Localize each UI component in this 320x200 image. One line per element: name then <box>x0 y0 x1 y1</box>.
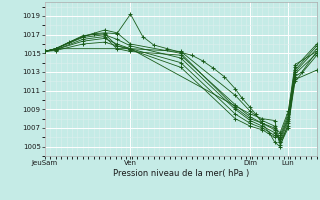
X-axis label: Pression niveau de la mer( hPa ): Pression niveau de la mer( hPa ) <box>113 169 249 178</box>
